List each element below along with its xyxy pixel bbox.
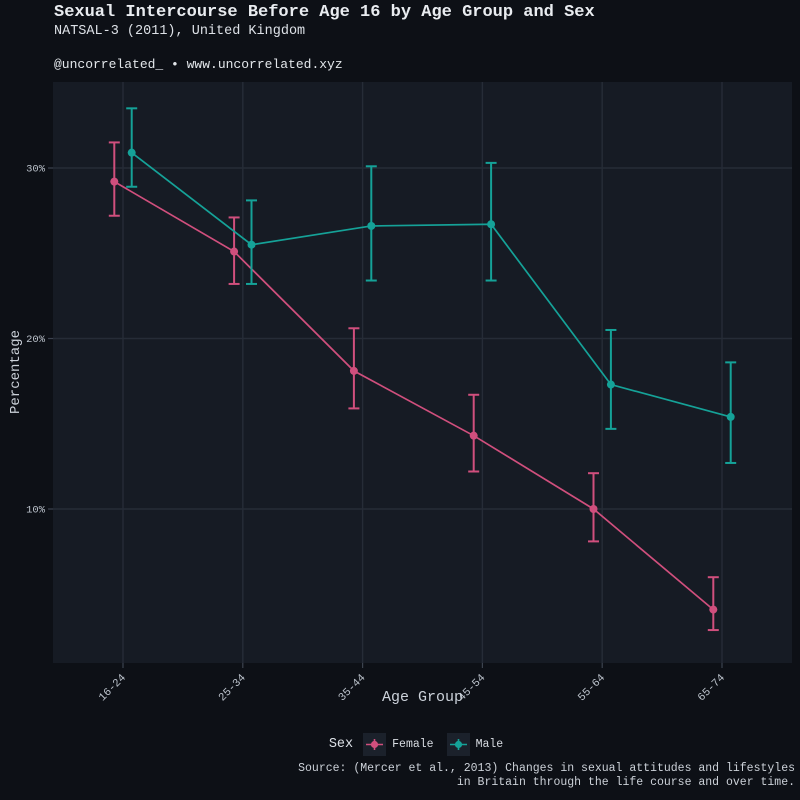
legend: Sex Female Male <box>53 731 792 757</box>
data-point-male-65-74 <box>726 412 735 421</box>
data-point-male-45-54 <box>487 220 496 229</box>
data-point-male-25-34 <box>247 240 256 249</box>
legend-title: Sex <box>328 736 354 752</box>
y-tick-label-10: 10% <box>26 505 46 517</box>
legend-key-male <box>446 732 470 756</box>
male-line-dot-icon <box>449 738 467 750</box>
chart-subtitle: NATSAL-3 (2011), United Kingdom <box>54 24 306 39</box>
y-axis-title: Percentage <box>8 329 24 415</box>
data-point-female-55-64 <box>589 505 598 513</box>
chart-title: Sexual Intercourse Before Age 16 by Age … <box>54 3 595 22</box>
x-axis-title: Age Group <box>381 689 463 706</box>
source-note: Source: (Mercer et al., 2013) Changes in… <box>298 762 795 790</box>
data-point-female-25-34 <box>230 247 239 256</box>
data-point-female-45-54 <box>469 431 478 440</box>
series-line-female <box>113 180 714 611</box>
data-point-female-65-74 <box>709 605 718 614</box>
source-line-2: in Britain through the life course and o… <box>456 775 795 789</box>
data-point-male-16-24 <box>127 148 136 157</box>
data-point-male-35-44 <box>367 221 376 230</box>
author-caption: @uncorrelated_ • www.uncorrelated.xyz <box>54 57 343 72</box>
source-line-1: Source: (Mercer et al., 2013) Changes in… <box>298 762 795 775</box>
legend-label-male: Male <box>475 737 504 751</box>
data-point-female-35-44 <box>349 366 358 375</box>
data-point-female-16-24 <box>110 177 119 186</box>
legend-key-female <box>363 732 387 756</box>
female-line-dot-icon <box>366 738 384 750</box>
legend-label-female: Female <box>392 737 434 751</box>
series-line-male <box>131 151 731 418</box>
y-tick-label-20: 20% <box>26 334 46 346</box>
data-point-male-55-64 <box>606 380 615 389</box>
panel-background <box>53 82 792 663</box>
y-tick-label-30: 30% <box>26 164 46 176</box>
